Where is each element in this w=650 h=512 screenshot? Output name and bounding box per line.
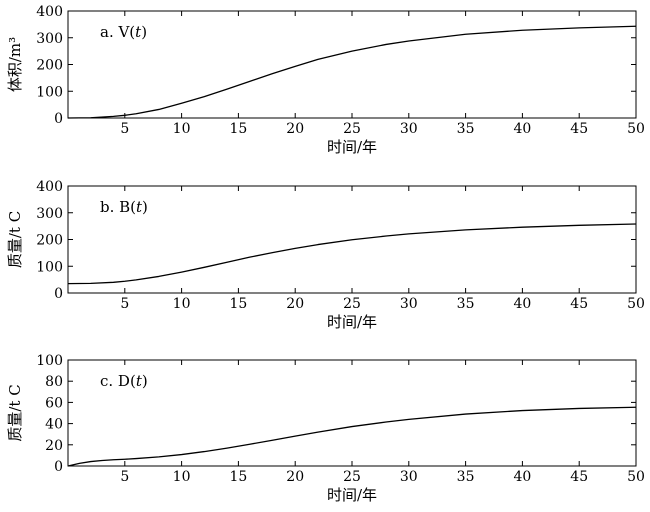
chart-panel-2: 5 10 15 20 25 30 35 40 45 50 0 100 200 300 400 b. B(t) 时… (6, 179, 645, 331)
y-tick-label: 0 (54, 111, 63, 127)
x-tick-label: 35 (457, 296, 475, 312)
y-tick-label: 0 (54, 286, 63, 302)
panel-label: b. B(t) (100, 198, 148, 216)
y-tick-label: 300 (36, 31, 63, 47)
y-tick-label: 100 (36, 84, 63, 100)
x-tick-label: 25 (343, 296, 361, 312)
x-tick-label: 30 (400, 296, 418, 312)
x-tick-label: 35 (457, 469, 475, 485)
series-line (67, 406, 637, 467)
x-tick-label: 10 (173, 296, 191, 312)
x-tick-label: 45 (570, 296, 588, 312)
x-tick-label: 5 (120, 121, 129, 137)
x-tick-label: 10 (173, 469, 191, 485)
chart-panel-1: 5 10 15 20 25 30 35 40 45 50 0 100 200 300 400 a. V(t) 时… (6, 4, 645, 156)
plot-frame (67, 10, 637, 119)
x-axis-title: 时间/年 (327, 138, 377, 156)
x-tick-label: 40 (513, 121, 531, 137)
plot-frame (67, 359, 637, 467)
x-tick-label: 50 (627, 296, 645, 312)
y-tick-label: 400 (36, 4, 63, 20)
y-tick-label: 200 (36, 233, 63, 249)
x-tick-label: 40 (513, 296, 531, 312)
y-tick-label: 200 (36, 58, 63, 74)
x-tick-label: 50 (627, 469, 645, 485)
x-tick-label: 5 (120, 469, 129, 485)
series-line (67, 25, 637, 119)
y-tick-label: 60 (45, 395, 63, 411)
x-tick-label: 20 (286, 296, 304, 312)
y-tick-label: 100 (36, 353, 63, 369)
x-tick-label: 35 (457, 121, 475, 137)
y-tick-label: 300 (36, 206, 63, 222)
x-axis-title: 时间/年 (327, 486, 377, 504)
y-tick-label: 80 (45, 374, 63, 390)
x-tick-label: 30 (400, 121, 418, 137)
x-tick-label: 50 (627, 121, 645, 137)
y-axis-title: 体积/m³ (6, 37, 24, 92)
x-tick-label: 5 (120, 296, 129, 312)
x-tick-label: 15 (229, 469, 247, 485)
x-tick-label: 40 (513, 469, 531, 485)
y-tick-label: 0 (54, 459, 63, 475)
x-tick-label: 10 (173, 121, 191, 137)
chart-panel-3: 5 10 15 20 25 30 35 40 45 50 0 20 40 60 80 100 c. D(t) 时间… (6, 353, 645, 504)
x-axis-title: 时间/年 (327, 313, 377, 331)
series-line (67, 223, 637, 285)
y-axis-title: 质量/t C (6, 384, 24, 441)
y-tick-label: 100 (36, 259, 63, 275)
x-tick-label: 25 (343, 121, 361, 137)
x-tick-label: 45 (570, 121, 588, 137)
y-axis-title: 质量/t C (6, 211, 24, 268)
panel-label: a. V(t) (100, 23, 147, 41)
y-tick-label: 20 (45, 438, 63, 454)
x-tick-label: 45 (570, 469, 588, 485)
x-tick-label: 20 (286, 469, 304, 485)
panel-label: c. D(t) (100, 372, 148, 390)
x-tick-label: 15 (229, 121, 247, 137)
x-tick-label: 30 (400, 469, 418, 485)
x-tick-label: 25 (343, 469, 361, 485)
y-tick-label: 40 (45, 417, 63, 433)
x-tick-label: 20 (286, 121, 304, 137)
y-tick-label: 400 (36, 179, 63, 195)
x-tick-label: 15 (229, 296, 247, 312)
